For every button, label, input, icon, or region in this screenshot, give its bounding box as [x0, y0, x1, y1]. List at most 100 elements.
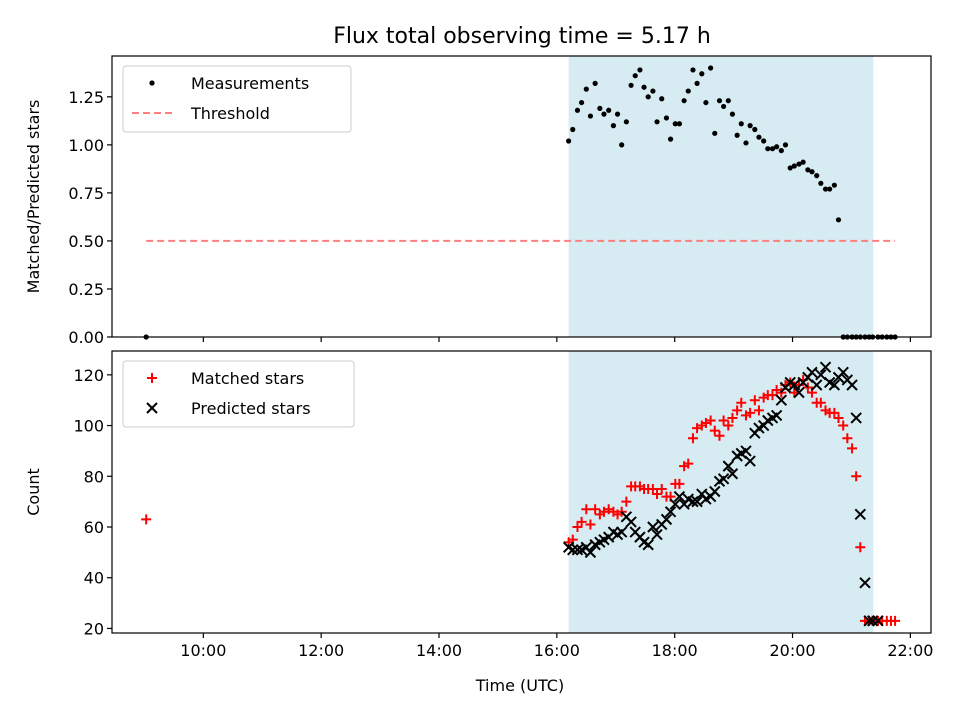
measurement-point [778, 148, 784, 154]
measurement-point [628, 82, 634, 88]
matched-star-point [815, 397, 826, 408]
measurement-point [787, 165, 793, 171]
measurement-point [708, 65, 714, 71]
y-tick-label: 0.00 [68, 328, 104, 347]
matched-star-point [621, 496, 632, 507]
x-axis-label: Time (UTC) [475, 676, 564, 695]
legend-box [122, 65, 352, 133]
predicted-star-point [744, 455, 756, 467]
y-tick-label: 1.00 [68, 136, 104, 155]
predicted-star-point [722, 460, 735, 472]
measurement-point [800, 159, 806, 165]
y-tick-label: 0.25 [68, 280, 104, 299]
matched-star-point [723, 420, 734, 431]
legend-box [122, 360, 355, 428]
measurement-point [685, 88, 691, 94]
measurement-point [632, 73, 638, 79]
measurement-point [592, 80, 598, 86]
measurement-point [765, 146, 771, 152]
measurement-point [774, 144, 780, 150]
predicted-star-point [850, 412, 862, 424]
y-tick-label: 1.25 [68, 88, 104, 107]
predicted-star-point [673, 490, 686, 503]
matched-star-point [838, 420, 849, 431]
matched-star-point [590, 504, 601, 515]
predicted-star-point [625, 516, 637, 528]
measurement-point [663, 115, 670, 121]
measurement-point [690, 67, 696, 73]
matched-star-point [705, 415, 716, 426]
predicted-star-point [806, 366, 818, 379]
measurement-point [637, 67, 643, 73]
measurement-point [761, 138, 767, 144]
y-axis-ticks: 20 40 60 80 100 120 [73, 366, 112, 638]
measurement-point [725, 98, 731, 104]
measurement-point [578, 99, 585, 106]
x-tick-label: 12:00 [298, 641, 344, 660]
measurement-point [570, 126, 576, 133]
measurement-marker [149, 80, 155, 86]
measurement-point [614, 111, 621, 117]
matched-star-point [141, 514, 152, 525]
matched-star-point [709, 425, 720, 436]
x-axis-ticks [202, 337, 911, 342]
predicted-star-point [775, 394, 788, 406]
matched-star-point [683, 458, 694, 469]
predicted-star-point [717, 473, 730, 485]
predicted-star-point [740, 445, 752, 457]
measurement-point [747, 123, 753, 129]
matched-star-point [855, 542, 866, 553]
measurement-point [756, 134, 762, 140]
measurement-point [738, 121, 744, 127]
predicted-star-point [770, 409, 783, 422]
shaded-observing-span [568, 351, 874, 633]
chart-title: Flux total observing time = 5.17 h [333, 24, 711, 49]
predicted-star-point [863, 615, 875, 627]
legend-ratio: Measurements Threshold [122, 65, 352, 133]
measurement-point [645, 94, 651, 100]
predicted-star-point [846, 379, 858, 391]
measurement-point [743, 140, 749, 146]
matched-star-point [767, 390, 778, 401]
measurement-point [720, 103, 727, 110]
predicted-star-point [584, 546, 597, 559]
predicted-star-point [854, 508, 867, 521]
x-axis-ticks: 10:00 12:00 14:00 16:00 18:00 20:00 22:00 [180, 633, 933, 660]
legend-item-predicted-stars: Predicted stars [146, 399, 311, 418]
measurement-point [606, 107, 612, 113]
matched-star-point [736, 397, 747, 408]
plot-frame [111, 55, 932, 338]
measurement-point [650, 88, 656, 94]
matched-star-point [890, 615, 901, 626]
x-tick-label: 22:00 [887, 641, 933, 660]
predicted-star-point [615, 526, 628, 538]
measurement-point [822, 186, 829, 192]
measurement-point [814, 173, 820, 179]
predicted-star-point [647, 521, 659, 533]
matched-star-point [851, 471, 862, 482]
measurement-point [703, 99, 709, 106]
cross-marker [146, 402, 158, 414]
predicted-star-point [828, 379, 841, 391]
y-tick-label: 20 [84, 619, 104, 638]
measurement-point [809, 169, 815, 175]
y-tick-label: 0.50 [68, 232, 104, 251]
y-tick-label: 40 [84, 569, 104, 588]
predicted-star-point [664, 506, 677, 518]
y-tick-label: 80 [84, 467, 104, 486]
shaded-observing-span [568, 56, 874, 337]
matched-star-point [687, 433, 698, 444]
predicted-star-point [571, 544, 584, 556]
measurement-point [566, 138, 572, 144]
measurement-point [610, 123, 617, 129]
measurement-point [796, 161, 802, 167]
measurement-point [734, 132, 740, 138]
measurement-point [818, 180, 824, 186]
measurement-point [827, 186, 833, 192]
predicted-star-point [872, 615, 884, 627]
matched-star-point [652, 489, 663, 500]
measurement-point [672, 121, 678, 127]
predicted-star-point [567, 544, 579, 556]
measurement-point [712, 130, 718, 136]
y-axis-ticks: 0.00 0.25 0.50 0.75 1.00 1.25 [68, 88, 112, 347]
